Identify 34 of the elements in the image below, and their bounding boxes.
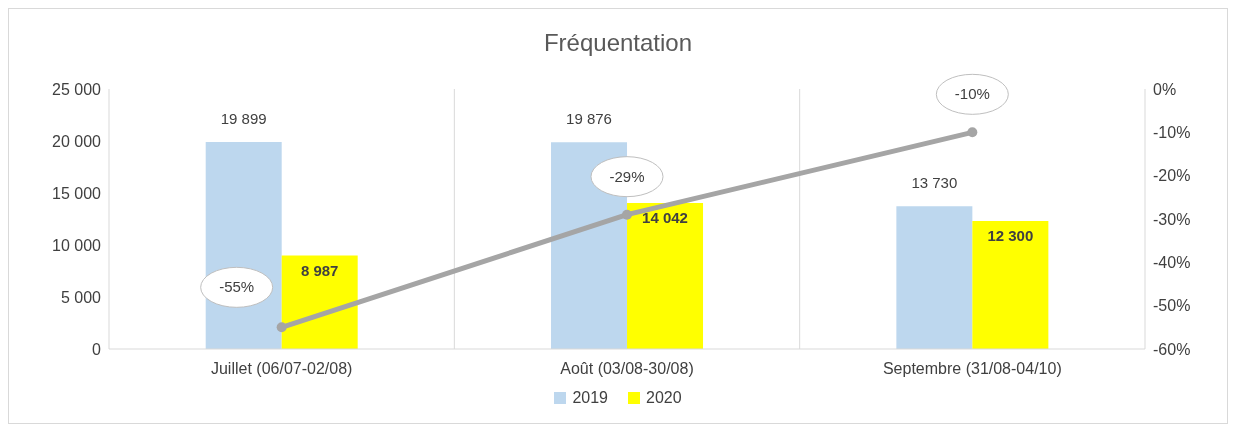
data-label: 8 987 xyxy=(300,261,339,279)
x-tick-label: Septembre (31/08-04/10) xyxy=(882,360,1062,378)
y2-tick-label: -40% xyxy=(1153,254,1191,272)
y-tick-label: 5 000 xyxy=(60,288,102,306)
data-label: 14 042 xyxy=(642,208,688,226)
data-label: 19 899 xyxy=(220,110,267,128)
data-label: 12 300 xyxy=(987,227,1034,245)
bar xyxy=(972,221,1049,349)
y2-tick-label: -60% xyxy=(1153,340,1191,358)
data-label: -10% xyxy=(954,85,990,103)
y-tick-label: 25 000 xyxy=(52,80,102,98)
y-tick-label: 20 000 xyxy=(52,132,102,150)
point xyxy=(622,209,632,220)
y2-tick-label: -20% xyxy=(1153,167,1191,185)
y-tick-label: 0 xyxy=(92,340,102,358)
data-label: -29% xyxy=(609,167,645,185)
y2-tick-label: -30% xyxy=(1153,210,1191,228)
data-label: 13 730 xyxy=(911,174,958,192)
x-tick-label: Juillet (06/07-02/08) xyxy=(210,360,353,378)
point xyxy=(276,322,287,333)
y2-tick-label: -10% xyxy=(1153,124,1191,142)
x-tick-label: Août (03/08-30/08) xyxy=(560,360,694,378)
legend-label: 2019 xyxy=(571,389,608,407)
y2-tick-label: 0% xyxy=(1153,80,1177,98)
bar xyxy=(627,202,704,349)
chart-title: Fréquentation xyxy=(542,28,694,58)
point xyxy=(967,127,978,138)
data-label: -55% xyxy=(219,278,255,296)
y-tick-label: 15 000 xyxy=(52,184,102,202)
data-label: 19 876 xyxy=(566,110,612,128)
bar xyxy=(896,206,973,349)
legend-label: 2020 xyxy=(645,389,682,407)
y-tick-label: 10 000 xyxy=(52,236,102,254)
y2-tick-label: -50% xyxy=(1153,297,1191,315)
